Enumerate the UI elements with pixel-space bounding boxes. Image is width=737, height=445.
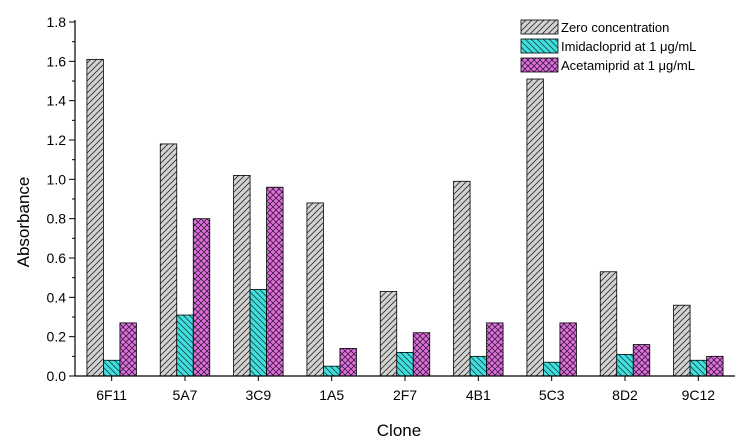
bar-8D2-series-3: [632, 344, 651, 377]
bar-5C3-series-3: [559, 322, 577, 377]
bar-5A7-series-2: [176, 314, 194, 377]
y-tick-label: 0.4: [47, 289, 67, 305]
bar-5C3-series-1: [526, 78, 544, 377]
bar-4B1-series-1: [453, 180, 471, 377]
legend-label-series-3: Acetamiprid at 1 μg/mL: [561, 58, 695, 73]
bar-2F7-series-1: [379, 291, 398, 377]
bar-1A5-series-1: [306, 202, 324, 377]
legend-label-series-2: Imidacloprid at 1 μg/mL: [561, 39, 696, 54]
x-tick-label: 6F11: [96, 387, 127, 403]
bar-1A5-series-3: [339, 348, 357, 377]
y-tick-label: 1.0: [47, 171, 67, 187]
x-tick-label: 4B1: [466, 387, 491, 403]
x-tick-label: 1A5: [319, 387, 344, 403]
bar-2F7-series-2: [396, 351, 414, 377]
x-axis-label: Clone: [377, 421, 421, 440]
y-tick-label: 1.8: [47, 14, 67, 30]
bar-6F11-series-3: [119, 322, 137, 377]
bar-3C9-series-2: [249, 289, 267, 377]
axes-layer: 6F11 5A7 3C9 1A5 2F7 4B1 5C3 8D2 9C12 0.0 0.2 0.4 0.…: [47, 14, 735, 403]
bar-6F11-series-1: [86, 58, 104, 377]
bar-9C12-series-1: [673, 304, 691, 377]
x-tick-label: 5C3: [539, 387, 565, 403]
y-tick-label: 0.8: [47, 211, 67, 227]
legend: Zero concentration Imidacloprid at 1 μg/m…: [520, 19, 696, 73]
x-tick-label: 2F7: [393, 387, 417, 403]
legend-swatch-series-1: [520, 19, 559, 35]
bar-9C12-series-2: [689, 359, 707, 377]
x-tick-label: 3C9: [245, 387, 271, 403]
y-tick-label: 1.2: [47, 132, 67, 148]
x-tick-label: 5A7: [173, 387, 198, 403]
x-tick-label: 9C12: [682, 387, 716, 403]
bars-layer: [86, 58, 724, 377]
bar-5A7-series-1: [159, 143, 178, 377]
bar-4B1-series-3: [486, 322, 504, 377]
bar-8D2-series-2: [616, 353, 634, 377]
bar-5A7-series-3: [192, 218, 211, 377]
y-axis-label: Absorbance: [14, 177, 33, 268]
bar-8D2-series-1: [599, 271, 618, 377]
bar-6F11-series-2: [103, 359, 121, 377]
x-tick-label: 8D2: [612, 387, 638, 403]
y-tick-label: 0.0: [47, 368, 67, 384]
bar-1A5-series-2: [323, 365, 341, 377]
y-tick-label: 1.4: [47, 93, 67, 109]
bar-3C9-series-3: [266, 186, 284, 377]
bar-9C12-series-3: [706, 355, 724, 377]
y-tick-label: 1.6: [47, 53, 67, 69]
bar-4B1-series-2: [469, 355, 487, 377]
y-tick-label: 0.6: [47, 250, 67, 266]
y-tick-label: 0.2: [47, 329, 67, 345]
bar-2F7-series-3: [412, 332, 431, 377]
legend-swatch-series-2: [520, 38, 559, 54]
bar-5C3-series-2: [543, 361, 561, 377]
bar-3C9-series-1: [233, 174, 251, 377]
legend-swatch-series-3: [520, 57, 559, 73]
legend-label-series-1: Zero concentration: [561, 20, 669, 35]
